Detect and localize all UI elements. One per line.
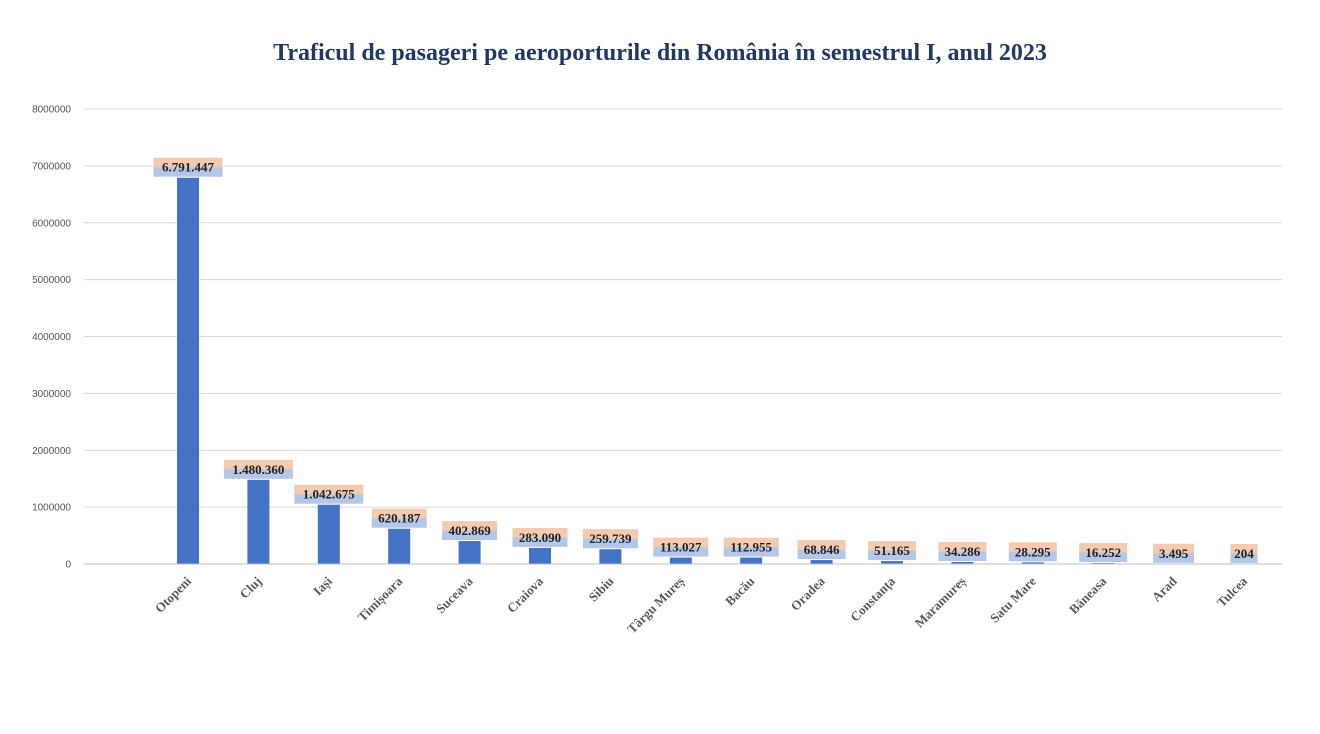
x-category-label: Tulcea <box>1214 573 1251 610</box>
data-label: 259.739 <box>589 531 632 546</box>
x-category-label: Satu Mare <box>987 573 1039 625</box>
data-label: 204 <box>1234 546 1254 561</box>
x-category-label: Iași <box>310 573 336 599</box>
x-category-label: Constanța <box>847 573 899 625</box>
data-label-box <box>512 527 568 547</box>
bar <box>388 528 411 564</box>
y-tick-label: 2000000 <box>32 446 71 457</box>
data-label-box <box>153 157 223 177</box>
data-label: 68.846 <box>804 542 840 557</box>
bar <box>951 562 974 564</box>
x-category-label: Craiova <box>504 573 547 616</box>
data-label-box <box>582 529 638 549</box>
data-label-box <box>797 540 846 560</box>
bar <box>599 549 622 564</box>
data-label: 402.869 <box>448 523 491 538</box>
x-category-label: Timișoara <box>355 573 407 625</box>
y-tick-label: 0 <box>65 560 71 571</box>
data-label-box <box>223 459 293 479</box>
y-tick-label: 8000000 <box>32 105 71 116</box>
data-label-box <box>653 537 709 557</box>
data-label-box <box>938 542 987 562</box>
x-category-label: Târgu Mureș <box>624 574 687 637</box>
x-axis-categories: Otopeni Cluj Iași Timișoara Suceava Craiova Si… <box>152 573 1251 637</box>
data-label-box <box>723 537 779 557</box>
data-label-box <box>1230 543 1258 563</box>
x-category-label: Suceava <box>433 573 476 616</box>
data-label: 6.791.447 <box>162 160 215 175</box>
y-tick-label: 5000000 <box>32 275 71 286</box>
data-label-box <box>442 521 498 541</box>
data-label: 112.955 <box>730 540 772 555</box>
y-tick-label: 3000000 <box>32 389 71 400</box>
data-label-box <box>868 541 916 561</box>
x-category-label: Băneasa <box>1066 573 1110 617</box>
data-label-box <box>371 508 427 528</box>
x-category-label: Bacău <box>722 574 757 609</box>
data-label: 28.295 <box>1015 544 1051 559</box>
data-label: 16.252 <box>1085 545 1121 560</box>
bar <box>881 561 903 564</box>
bar <box>317 504 340 564</box>
data-label: 34.286 <box>945 544 981 559</box>
data-label: 3.495 <box>1159 546 1189 561</box>
data-label: 51.165 <box>874 543 910 558</box>
data-label: 620.187 <box>378 511 421 526</box>
data-label-box <box>1153 543 1195 563</box>
x-category-label: Sibiu <box>585 574 616 605</box>
y-tick-label: 6000000 <box>32 218 71 229</box>
chart-title: Traficul de pasageri pe aeroporturile di… <box>273 40 1047 66</box>
bar <box>1021 562 1044 564</box>
data-label-box <box>294 484 364 504</box>
bar <box>177 177 199 564</box>
data-label: 1.480.360 <box>232 462 284 477</box>
y-tick-label: 4000000 <box>32 332 71 343</box>
y-tick-label: 7000000 <box>32 161 71 172</box>
data-label-box <box>1008 542 1057 562</box>
bar <box>740 557 763 564</box>
x-category-label: Otopeni <box>152 573 195 616</box>
bar <box>529 547 551 564</box>
bars <box>177 177 1255 565</box>
x-category-label: Arad <box>1149 573 1181 605</box>
bar <box>458 541 481 564</box>
bar <box>810 560 833 564</box>
x-category-label: Cluj <box>237 574 265 602</box>
data-label: 283.090 <box>519 530 561 545</box>
bar <box>669 557 692 564</box>
y-axis-ticks: 0 1000000 2000000 3000000 4000000 5000000 6000… <box>32 105 71 571</box>
data-labels: 6.791.447 1.480.360 1.042.675 620.187 402.86… <box>153 157 1258 563</box>
y-tick-label: 1000000 <box>32 503 71 514</box>
x-category-label: Oradea <box>787 573 828 614</box>
bar <box>247 479 270 564</box>
x-category-label: Maramureș <box>912 574 970 632</box>
data-label: 1.042.675 <box>303 487 356 502</box>
data-label: 113.027 <box>660 540 702 555</box>
gridlines <box>84 108 1282 508</box>
data-label-box <box>1079 543 1128 563</box>
